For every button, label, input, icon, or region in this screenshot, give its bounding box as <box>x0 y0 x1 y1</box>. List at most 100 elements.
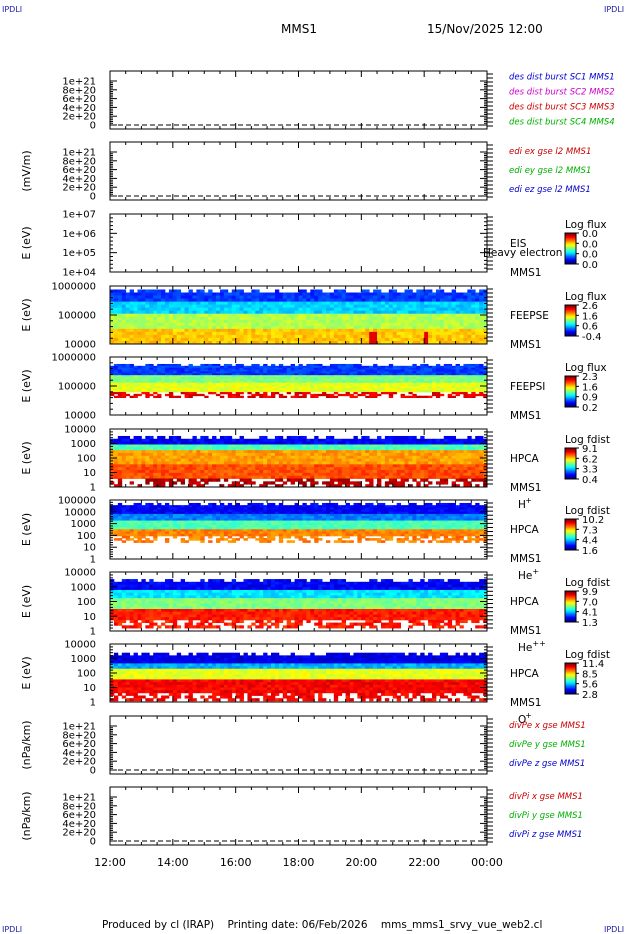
spectro-cell <box>404 380 409 384</box>
spectro-cell <box>204 395 209 398</box>
spectro-cell <box>223 375 229 378</box>
spectro-cell <box>424 289 429 293</box>
spectro-cell <box>168 469 174 474</box>
spectro-cell <box>110 393 115 397</box>
spectro-cell <box>271 301 276 306</box>
spectro-cell <box>314 377 319 380</box>
spectro-cell <box>161 325 166 330</box>
spectro-cell <box>365 469 370 474</box>
spectro-cell <box>333 377 339 380</box>
colorbar-cell <box>565 396 576 399</box>
spectro-cell <box>278 328 284 333</box>
spectro-cell <box>412 393 417 397</box>
spectro-cell <box>125 377 131 380</box>
spectro-cell <box>168 325 174 330</box>
spectro-cell <box>247 391 252 395</box>
spectro-cell <box>121 438 127 443</box>
spectro-cell <box>479 375 484 378</box>
spectro-cell <box>117 438 123 443</box>
spectro-cell <box>377 298 382 302</box>
spectro-cell <box>294 367 299 370</box>
spectro-cell <box>121 472 127 477</box>
spectro-cell <box>361 322 366 327</box>
spectro-cell <box>216 458 221 462</box>
spectro-cell <box>314 380 319 384</box>
spectro-cell <box>341 371 347 374</box>
spectro-cell <box>274 319 280 324</box>
spectro-cell <box>424 328 429 333</box>
spectro-cell <box>400 295 405 299</box>
spectro-cell <box>392 289 398 293</box>
spectro-cell <box>388 316 394 321</box>
spectro-cell <box>329 447 335 451</box>
spectro-cell <box>235 375 240 378</box>
spectro-cell <box>125 382 131 385</box>
legend-entry: edi ex gse l2 MMS1 <box>509 147 591 157</box>
spectro-cell <box>333 331 339 336</box>
spectro-cell <box>235 380 240 384</box>
spectro-cell <box>216 390 221 393</box>
spectro-cell <box>435 325 441 330</box>
spectro-cell <box>302 378 307 382</box>
spectro-cell <box>212 334 217 339</box>
spectro-cell <box>384 371 390 374</box>
spectro-cell <box>365 367 370 370</box>
spectro-cell <box>227 301 233 306</box>
spectro-cell <box>176 452 182 457</box>
spectro-cell <box>420 301 425 306</box>
spectro-cell <box>294 369 299 372</box>
spectro-cell <box>483 316 488 321</box>
spectro-cell <box>365 295 370 299</box>
spectro-cell <box>180 369 186 372</box>
spectro-cell <box>145 322 150 327</box>
spectro-cell <box>302 467 307 471</box>
spectro-cell <box>188 325 193 330</box>
spectro-cell <box>188 322 193 327</box>
spectro-cell <box>219 469 225 474</box>
spectro-cell <box>192 461 197 465</box>
spectro-cell <box>333 378 339 382</box>
spectro-cell <box>349 316 354 321</box>
spectro-cell <box>447 371 453 374</box>
spectro-cell <box>200 472 205 477</box>
spectro-cell <box>161 450 166 454</box>
spectro-cell <box>216 444 221 448</box>
spectro-cell <box>282 390 288 393</box>
spectro-cell <box>133 328 138 333</box>
spectro-cell <box>369 371 374 374</box>
spectro-cell <box>157 373 162 376</box>
spectro-cell <box>369 461 374 465</box>
spectro-cell <box>483 337 488 342</box>
spectro-cell <box>200 373 205 376</box>
colorbar-cell <box>565 403 576 405</box>
spectro-cell <box>318 461 323 465</box>
spectro-cell <box>243 301 248 306</box>
spectro-cell <box>333 472 339 477</box>
spectro-cell <box>192 435 197 440</box>
spectro-cell <box>149 393 154 397</box>
y-tick-label: 1e+07 <box>62 210 96 221</box>
spectro-cell <box>149 325 154 330</box>
spectro-cell <box>212 316 217 321</box>
spectro-cell <box>267 444 272 448</box>
spectro-cell <box>153 289 158 293</box>
spectro-cell <box>377 322 382 327</box>
spectro-cell <box>149 450 154 454</box>
spectro-cell <box>129 390 134 393</box>
spectro-cell <box>424 322 429 327</box>
spectro-cell <box>251 331 256 336</box>
spectro-cell <box>121 441 127 445</box>
spectro-cell <box>373 298 378 302</box>
spectro-cell <box>467 367 472 370</box>
spectro-cell <box>369 325 374 330</box>
spectro-cell <box>384 340 390 345</box>
spectro-cell <box>365 289 370 293</box>
spectro-cell <box>239 475 244 479</box>
spectro-cell <box>329 438 335 443</box>
spectro-cell <box>282 469 288 474</box>
spectro-cell <box>176 380 182 384</box>
spectro-cell <box>274 478 280 482</box>
spectro-cell <box>290 461 295 465</box>
spectro-cell <box>341 289 347 293</box>
spectro-cell <box>180 307 186 312</box>
